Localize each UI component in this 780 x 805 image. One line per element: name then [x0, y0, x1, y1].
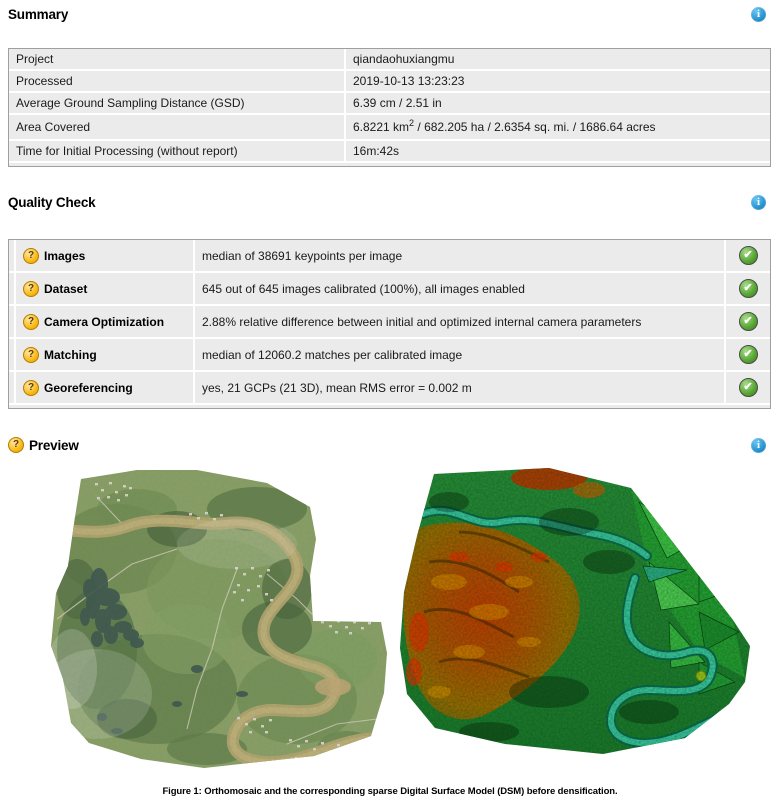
superscript: 2 [409, 118, 415, 128]
table-row: ? Dataset 645 out of 645 images calibrate… [9, 272, 770, 306]
help-icon[interactable]: ? [23, 379, 39, 396]
quality-row-label: Dataset [44, 281, 88, 296]
table-row: Processed 2019-10-13 13:23:23 [9, 70, 770, 93]
quality-row-description: 645 out of 645 images calibrated (100%),… [194, 272, 726, 306]
help-icon[interactable]: ? [23, 346, 39, 363]
check-ok-icon: ✔ [738, 279, 758, 298]
check-ok-icon: ✔ [738, 345, 758, 364]
summary-table: Project qiandaohuxiangmu Processed 2019-… [8, 48, 771, 167]
table-row: ? Camera Optimization 2.88% relative diff… [9, 305, 770, 339]
orthomosaic-image [51, 470, 387, 768]
summary-row-value: 16m:42s [345, 140, 770, 163]
quality-row-label: Georeferencing [44, 380, 133, 395]
quality-row-label: Camera Optimization [44, 314, 165, 329]
quality-check-table: ? Images median of 38691 keypoints per im… [8, 239, 771, 409]
info-icon[interactable]: i [751, 6, 766, 22]
summary-row-label: Project [9, 49, 346, 71]
quality-row-description: median of 12060.2 matches per calibrated… [194, 338, 726, 372]
table-row: ? Images median of 38691 keypoints per im… [9, 240, 770, 273]
preview-images [37, 462, 780, 773]
quality-check-title: Quality Check [8, 194, 96, 210]
summary-row-value: 6.39 cm / 2.51 in [345, 92, 770, 115]
summary-row-value: 2019-10-13 13:23:23 [345, 70, 770, 93]
quality-row-description: median of 38691 keypoints per image [194, 240, 726, 273]
summary-header: Summary i [0, 0, 780, 23]
help-icon[interactable]: ? [23, 247, 39, 264]
summary-title: Summary [8, 6, 69, 22]
help-icon[interactable]: ? [23, 280, 39, 297]
table-row: Time for Initial Processing (without rep… [9, 140, 770, 163]
quality-check-header: Quality Check i [0, 193, 780, 211]
table-row: Average Ground Sampling Distance (GSD) 6… [9, 92, 770, 115]
table-row: Area Covered 6.8221 km2 / 682.205 ha / 2… [9, 114, 770, 141]
table-row: ? Matching median of 12060.2 matches per … [9, 338, 770, 372]
summary-row-value: 6.8221 km2 / 682.205 ha / 2.6354 sq. mi.… [345, 114, 770, 141]
summary-row-label: Processed [9, 70, 346, 93]
summary-row-value: qiandaohuxiangmu [345, 49, 770, 71]
check-ok-icon: ✔ [738, 246, 758, 265]
quality-row-description: 2.88% relative difference between initia… [194, 305, 726, 339]
quality-row-label: Images [44, 248, 86, 263]
info-icon[interactable]: i [751, 437, 766, 453]
preview-title: Preview [29, 437, 79, 453]
table-row: Project qiandaohuxiangmu [9, 49, 770, 71]
dsm-image [400, 468, 750, 754]
help-icon[interactable]: ? [8, 437, 24, 453]
quality-row-label: Matching [44, 347, 97, 362]
check-ok-icon: ✔ [738, 312, 758, 331]
preview-header: ? Preview i [0, 436, 780, 454]
summary-row-label: Area Covered [9, 114, 346, 141]
check-ok-icon: ✔ [738, 378, 758, 397]
figure-caption: Figure 1: Orthomosaic and the correspond… [162, 786, 618, 797]
table-row: ? Georeferencing yes, 21 GCPs (21 3D), me… [9, 371, 770, 405]
summary-row-label: Average Ground Sampling Distance (GSD) [9, 92, 346, 115]
quality-row-description: yes, 21 GCPs (21 3D), mean RMS error = 0… [194, 371, 726, 405]
info-icon[interactable]: i [751, 194, 766, 210]
help-icon[interactable]: ? [23, 313, 39, 330]
summary-row-label: Time for Initial Processing (without rep… [9, 140, 346, 163]
